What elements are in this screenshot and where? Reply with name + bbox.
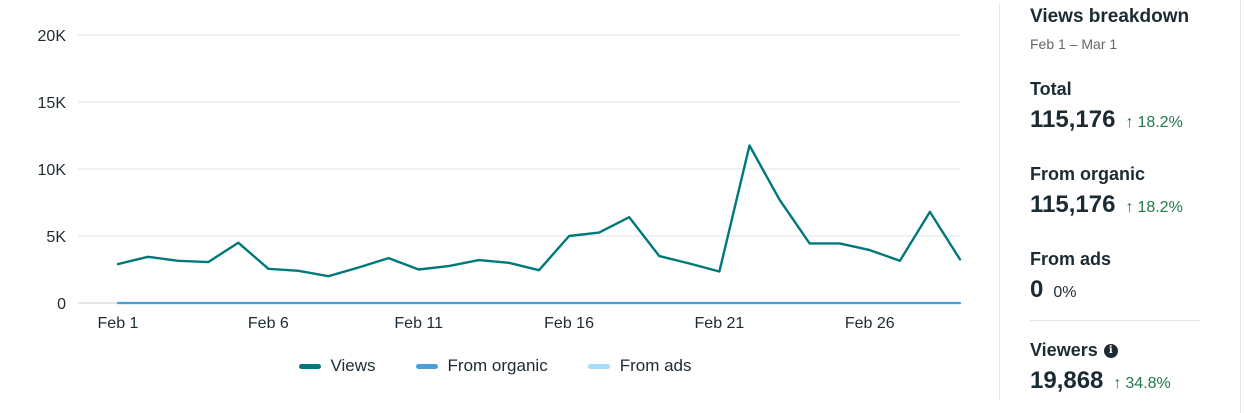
metric-from-organic: From organic 115,176 ↑ 18.2% [1030,164,1230,219]
panel-divider [999,4,1000,400]
x-tick-label: Feb 26 [845,315,895,332]
legend-label-from-organic: From organic [447,356,548,375]
metric-label: Viewers [1030,340,1098,360]
x-tick-label: Feb 1 [98,315,139,332]
metric-value: 115,176 [1030,191,1116,218]
metric-value: 115,176 [1030,106,1116,133]
metrics-divider [1030,320,1200,321]
y-tick-label: 10K [38,162,67,179]
arrow-up-icon: ↑ [1113,375,1122,392]
legend-label-from-ads: From ads [619,356,692,375]
legend-label-views: Views [330,356,376,375]
metric-viewers: Viewers i 19,868 ↑ 34.8% [1030,340,1230,395]
x-tick-label: Feb 16 [544,315,594,332]
arrow-up-icon: ↑ [1125,114,1134,131]
metric-change: ↑ 18.2% [1125,114,1183,131]
metric-from-ads: From ads 0 0% [1030,249,1230,304]
y-tick-label: 5K [46,229,66,246]
x-tick-label: Feb 11 [394,315,443,332]
y-tick-label: 0 [57,296,66,313]
series-line-views [116,144,962,278]
views-chart: 0 5K 10K 15K 20K Feb 1 Feb 6 Feb 11 Feb 16 Feb 21… [0,28,990,376]
legend-swatch-from-organic [415,363,438,369]
legend-item-from-ads[interactable]: From ads [587,356,692,376]
legend-swatch-from-ads [587,363,610,369]
metric-value: 0 [1030,276,1044,303]
metric-value: 19,868 [1030,367,1104,394]
date-range: Feb 1 – Mar 1 [1030,36,1118,52]
metric-label: Total [1030,79,1072,99]
metric-change: 0% [1053,284,1077,301]
metric-change: ↑ 18.2% [1125,199,1183,216]
arrow-up-icon: ↑ [1125,199,1134,216]
y-tick-label: 20K [38,28,67,45]
right-edge-divider [1240,0,1241,413]
metric-change: ↑ 34.8% [1113,375,1171,392]
info-icon[interactable]: i [1103,343,1118,358]
metric-label: From ads [1030,249,1112,269]
x-tick-label: Feb 6 [248,315,289,332]
line-chart-svg: 0 5K 10K 15K 20K Feb 1 Feb 6 Feb 11 Feb 16 Feb 21… [38,28,962,332]
legend-item-views[interactable]: Views [298,356,376,376]
chart-legend: Views From organic From ads [0,356,990,376]
metric-label: From organic [1030,164,1146,184]
panel-title: Views breakdown [1030,6,1190,27]
x-tick-label: Feb 21 [695,315,745,332]
metric-total: Total 115,176 ↑ 18.2% [1030,79,1230,134]
legend-swatch-views [298,363,321,369]
legend-item-from-organic[interactable]: From organic [415,356,548,376]
y-tick-label: 15K [38,95,67,112]
